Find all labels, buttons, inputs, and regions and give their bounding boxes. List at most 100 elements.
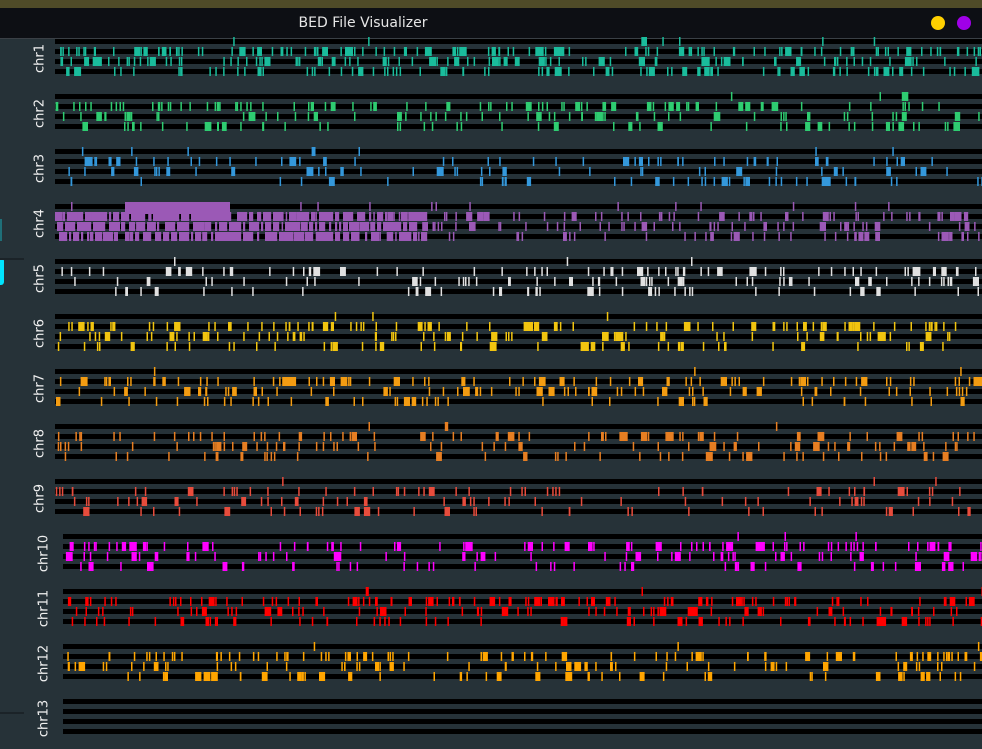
bed-feature [199, 232, 202, 241]
bed-feature [438, 322, 440, 331]
bed-feature [914, 287, 916, 296]
bed-feature [205, 232, 208, 241]
bed-feature [796, 57, 802, 66]
bed-feature [675, 267, 677, 276]
minimize-button[interactable] [931, 16, 945, 30]
bed-feature [725, 617, 727, 626]
track-chr3-4 [55, 179, 982, 184]
bed-feature [281, 212, 284, 221]
bed-feature [279, 377, 281, 386]
bed-feature [553, 112, 556, 121]
bed-feature [437, 397, 439, 406]
bed-feature [830, 542, 833, 551]
track-chr10-1 [63, 534, 982, 539]
bed-feature [975, 57, 977, 66]
bed-feature [718, 342, 720, 351]
bed-feature [838, 452, 840, 461]
bed-feature [891, 212, 893, 221]
bed-feature [71, 222, 74, 231]
bed-feature [266, 442, 269, 451]
sidebar-indicator[interactable] [0, 219, 2, 241]
bed-feature [265, 222, 268, 231]
bed-feature [292, 607, 294, 616]
bed-feature [362, 47, 364, 56]
bed-feature [301, 222, 304, 231]
bed-feature [175, 597, 177, 606]
bed-feature [724, 562, 727, 571]
bed-feature [628, 342, 630, 351]
bed-feature [126, 112, 131, 121]
bed-feature [368, 597, 371, 606]
bed-feature [279, 212, 282, 221]
bed-feature [61, 57, 64, 66]
bed-feature [127, 672, 129, 681]
bed-feature [672, 177, 675, 186]
bed-feature [409, 212, 412, 221]
close-button[interactable] [957, 16, 971, 30]
bed-feature [928, 277, 931, 286]
bed-feature [330, 102, 336, 111]
bed-feature [133, 212, 136, 221]
bed-feature [430, 442, 432, 451]
bed-feature [287, 597, 290, 606]
bed-feature [68, 167, 70, 176]
bed-feature [155, 167, 158, 176]
bed-feature [323, 212, 326, 221]
bed-feature [916, 57, 918, 66]
bed-feature [395, 332, 397, 341]
bed-feature [405, 222, 408, 231]
bed-feature [77, 232, 80, 241]
bed-feature [942, 232, 945, 241]
bed-feature [927, 652, 932, 661]
bed-feature [297, 322, 299, 331]
bed-feature [833, 377, 835, 386]
bed-feature [843, 397, 846, 406]
bed-feature [634, 222, 636, 231]
bed-feature [674, 652, 677, 661]
bed-feature [648, 287, 653, 296]
bed-feature [665, 267, 667, 276]
bed-feature [356, 617, 358, 626]
sidebar-active-indicator[interactable] [0, 258, 4, 285]
bed-feature [828, 487, 830, 496]
bed-feature [861, 57, 864, 66]
bed-feature [620, 332, 622, 341]
bed-feature [444, 112, 447, 121]
bed-feature [223, 57, 225, 66]
bed-feature [122, 102, 125, 111]
bed-feature [171, 212, 174, 221]
bed-feature [552, 487, 554, 496]
bed-feature [387, 177, 389, 186]
bed-feature [428, 387, 431, 396]
bed-feature [689, 552, 691, 561]
bed-feature [660, 157, 662, 166]
bed-feature [89, 597, 92, 606]
bed-feature [780, 177, 783, 186]
bed-feature [249, 487, 252, 496]
bed-feature [613, 122, 615, 131]
bed-feature [869, 57, 872, 66]
bed-feature [833, 67, 836, 76]
bed-feature [821, 177, 829, 186]
bed-feature [356, 662, 358, 671]
sidebar-divider [0, 712, 24, 714]
bed-feature [421, 212, 424, 221]
bed-feature [586, 597, 588, 606]
bed-feature [187, 542, 189, 551]
bed-feature [311, 617, 314, 626]
bed-feature [965, 387, 968, 396]
bed-feature [83, 342, 86, 351]
bed-feature [229, 212, 232, 221]
bed-feature [308, 377, 310, 386]
bed-feature [403, 222, 406, 231]
bed-feature [289, 212, 292, 221]
bed-feature [340, 47, 342, 56]
bed-feature [209, 212, 212, 221]
bed-feature [264, 452, 266, 461]
bed-feature [710, 122, 712, 131]
bed-feature [212, 442, 215, 451]
bed-feature [328, 67, 331, 76]
bed-feature [940, 277, 943, 286]
bed-feature [405, 212, 408, 221]
bed-feature [701, 487, 704, 496]
